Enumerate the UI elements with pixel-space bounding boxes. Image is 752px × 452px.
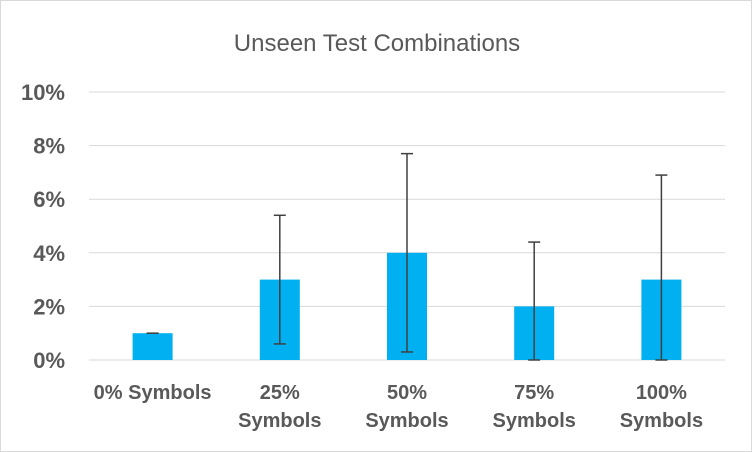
error-bars [146,152,668,361]
y-tick-label: 0% [33,348,65,373]
y-tick-label: 8% [33,134,65,159]
x-tick-label: 50% [387,382,427,404]
x-tick-label: Symbols [365,410,448,432]
y-tick-label: 4% [33,241,65,266]
x-tick-label: 75% [514,382,554,404]
y-tick-label: 2% [33,294,65,319]
x-tick-label: 25% [260,382,300,404]
x-axis: 0% Symbols 25% Symbols 50% Symbols 75% Symbols… [94,382,703,432]
x-tick-label: Symbols [238,410,321,432]
bar [132,333,173,360]
y-tick-label: 10% [21,80,65,105]
chart-title: Unseen Test Combinations [234,30,520,57]
y-tick-label: 6% [33,187,65,212]
x-tick-label: Symbols [620,410,703,432]
x-tick-label: 0% Symbols [94,382,212,404]
x-tick-label: Symbols [493,410,576,432]
x-tick-label: 100% [636,382,687,404]
y-axis: 0% 2% 4% 6% 8% 10% [21,80,65,373]
